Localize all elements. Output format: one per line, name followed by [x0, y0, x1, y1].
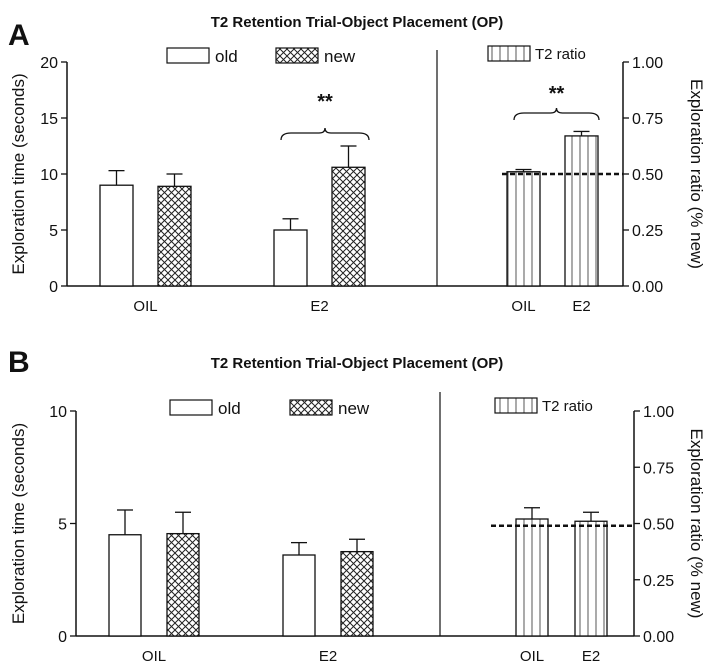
bar-ratio-oil: [506, 171, 541, 287]
legend-swatch-old: [169, 399, 213, 416]
panel-label: A: [8, 19, 30, 52]
left-y-axis-label: Exploration time (seconds): [9, 73, 28, 274]
legend-swatch-t2-ratio: [494, 397, 538, 414]
right-y-tick-label: 1.00: [632, 55, 663, 72]
x-tick-label: OIL: [133, 298, 157, 315]
right-y-axis-label: Exploration ratio (% new): [687, 79, 706, 269]
legend-swatch-new: [289, 399, 333, 416]
left-y-axis-label: Exploration time (seconds): [9, 423, 28, 624]
legend-label-t2-ratio: T2 ratio: [542, 398, 593, 415]
right-y-tick-label: 1.00: [643, 404, 674, 421]
legend-label-old: old: [218, 399, 241, 418]
legend-label-old: old: [215, 47, 238, 66]
bar-old-e2: [282, 554, 316, 637]
bar-new-oil: [157, 185, 192, 287]
right-y-axis-label: Exploration ratio (% new): [687, 429, 706, 619]
x-tick-label: OIL: [142, 648, 166, 665]
legend-label-t2-ratio: T2 ratio: [535, 46, 586, 63]
bar-new-oil: [166, 532, 200, 637]
legend-swatch-old: [166, 47, 210, 64]
bar-old-oil: [108, 534, 142, 637]
y-tick-label: 10: [40, 167, 58, 184]
bar-old-oil: [99, 184, 134, 287]
significance-marker: **: [317, 91, 333, 113]
bar-old-e2: [273, 229, 308, 287]
right-y-tick-label: 0.25: [632, 223, 663, 240]
y-tick-label: 20: [40, 55, 58, 72]
x-tick-label: OIL: [511, 298, 535, 315]
significance-marker: **: [549, 83, 565, 105]
x-tick-label: E2: [319, 648, 337, 665]
legend-swatch-t2-ratio: [487, 45, 531, 62]
bar-ratio-e2: [574, 520, 608, 637]
right-y-tick-label: 0.50: [643, 517, 674, 534]
bar-new-e2: [331, 166, 366, 287]
y-tick-label: 5: [49, 223, 58, 240]
right-y-tick-label: 0.75: [643, 460, 674, 477]
y-tick-label: 0: [58, 629, 67, 646]
right-y-tick-label: 0.00: [632, 279, 663, 296]
x-tick-label: OIL: [520, 648, 544, 665]
right-y-tick-label: 0.75: [632, 111, 663, 128]
significance-brace: [513, 107, 600, 121]
legend-swatch-new: [275, 47, 319, 64]
panel-label: B: [8, 346, 30, 379]
x-tick-label: E2: [310, 298, 328, 315]
significance-brace: [280, 127, 370, 141]
y-tick-label: 10: [49, 404, 67, 421]
y-tick-label: 15: [40, 111, 58, 128]
right-y-tick-label: 0.50: [632, 167, 663, 184]
legend-label-new: new: [338, 399, 370, 418]
bar-ratio-oil: [515, 518, 549, 637]
legend-label-new: new: [324, 47, 356, 66]
chart-title: T2 Retention Trial-Object Placement (OP): [211, 14, 504, 31]
x-tick-label: E2: [572, 298, 590, 315]
x-tick-label: E2: [582, 648, 600, 665]
right-y-tick-label: 0.25: [643, 573, 674, 590]
y-tick-label: 5: [58, 517, 67, 534]
right-y-tick-label: 0.00: [643, 629, 674, 646]
bar-new-e2: [340, 550, 374, 637]
chart-title: T2 Retention Trial-Object Placement (OP): [211, 355, 504, 372]
y-tick-label: 0: [49, 279, 58, 296]
bar-ratio-e2: [564, 135, 599, 287]
